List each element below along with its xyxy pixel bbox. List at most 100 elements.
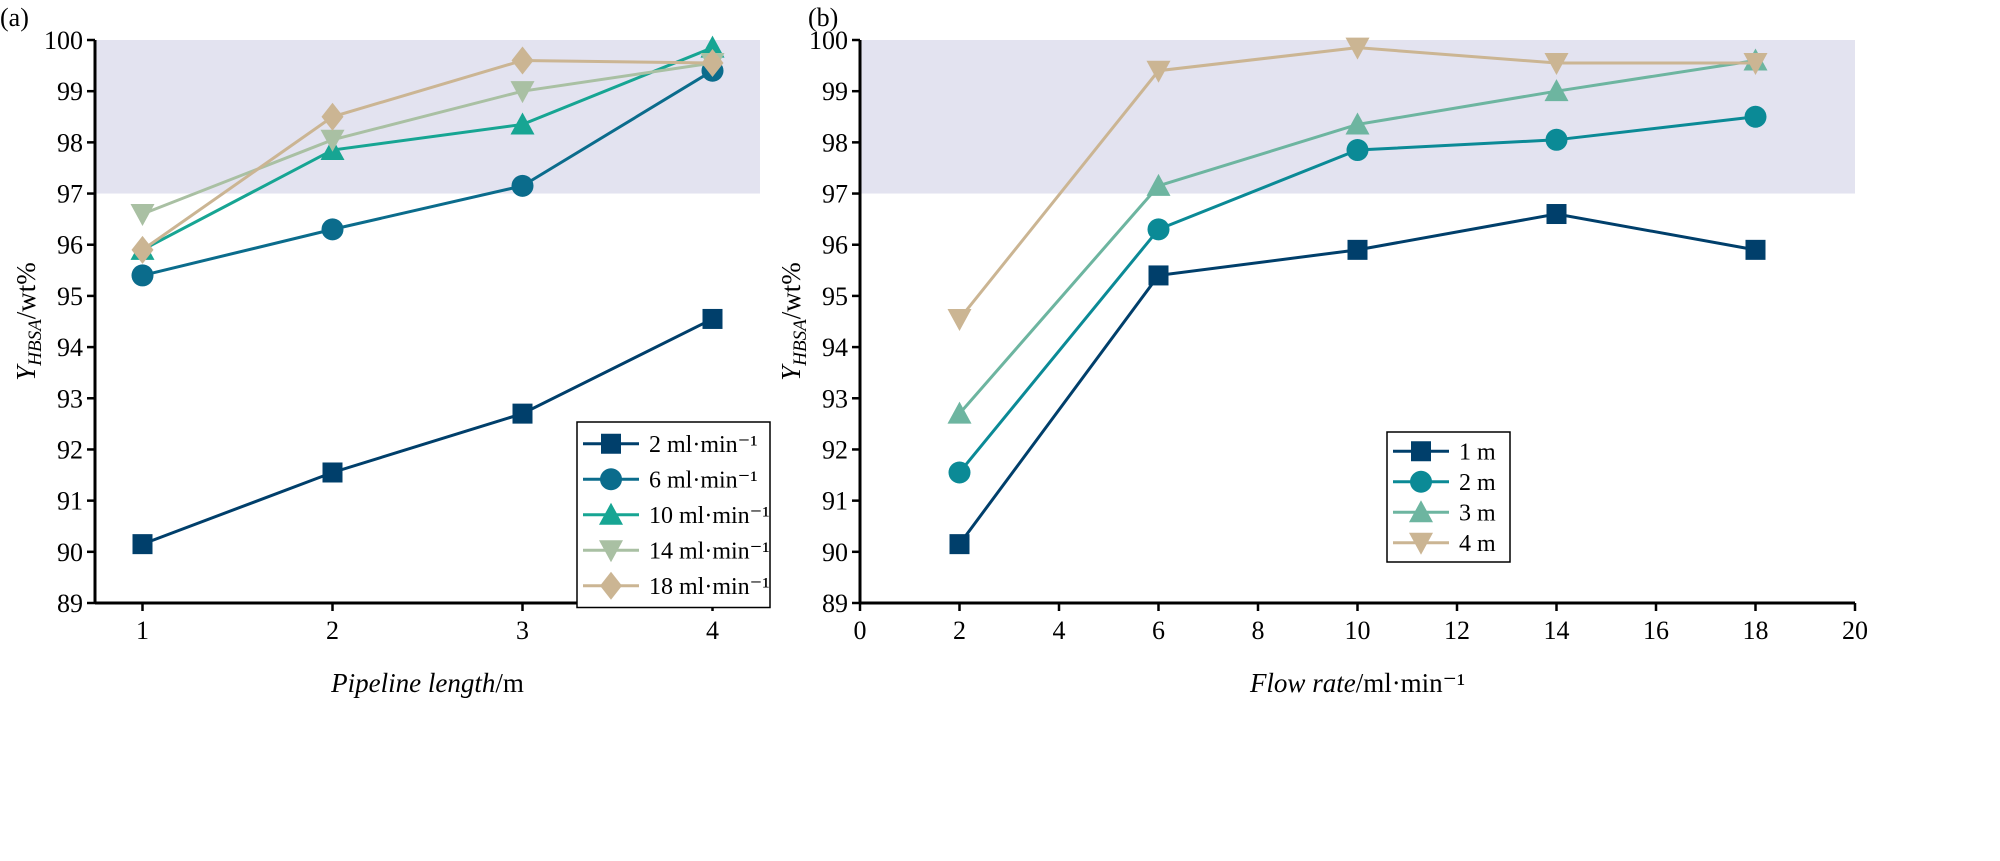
- data-point: [320, 129, 345, 152]
- y-tick-label: 98: [822, 128, 848, 157]
- x-axis-label-italic: Flow rate: [1249, 668, 1356, 698]
- data-point: [1346, 139, 1369, 162]
- legend-label: 3 m: [1459, 500, 1496, 526]
- x-tick-label: 12: [1444, 616, 1470, 645]
- series-line: [141, 58, 713, 252]
- y-tick-label: 89: [822, 589, 848, 618]
- panel-label: (b): [808, 3, 838, 32]
- y-tick-label: 90: [822, 538, 848, 567]
- data-point: [131, 264, 154, 287]
- data-point: [1544, 53, 1569, 76]
- legend-label: 2 m: [1459, 470, 1496, 496]
- y-axis-label-symbol: Y: [776, 363, 806, 381]
- y-tick-label: 89: [57, 589, 83, 618]
- legend-item: 10 ml·min⁻¹: [583, 502, 770, 529]
- x-tick-label: 16: [1643, 616, 1669, 645]
- y-tick-label: 92: [822, 435, 848, 464]
- y-axis-label-unit: /wt%: [776, 262, 806, 319]
- data-point: [1345, 112, 1370, 135]
- legend-item: 6 ml·min⁻¹: [583, 467, 758, 493]
- legend: 2 ml·min⁻¹ 6 ml·min⁻¹ 10 ml·min⁻¹ 14 ml·min…: [576, 421, 771, 609]
- x-axis-label-unit: /ml·min⁻¹: [1356, 668, 1465, 698]
- data-point: [1545, 128, 1568, 151]
- legend-marker: [599, 502, 623, 525]
- data-point: [1148, 265, 1169, 286]
- x-tick-label: 14: [1544, 616, 1570, 645]
- legend-marker: [600, 468, 622, 491]
- panel-label: (a): [0, 3, 29, 32]
- legend-label: 2 ml·min⁻¹: [649, 432, 758, 458]
- x-tick-label: 2: [326, 616, 339, 645]
- x-tick-label: 0: [854, 616, 867, 645]
- series-0: [132, 308, 723, 555]
- data-point: [512, 403, 533, 424]
- legend-label: 10 ml·min⁻¹: [649, 503, 770, 529]
- data-point: [701, 49, 724, 78]
- chart-b: (b) 89 90 91 92 93 94 95 96 97 98 99 100 0 2 4 6 8 10 12 14 1…: [776, 3, 1868, 698]
- y-tick-label: 99: [822, 77, 848, 106]
- data-point: [1744, 105, 1767, 128]
- data-point: [1745, 239, 1766, 260]
- y-axis-label: YHBSA/wt%: [776, 262, 811, 380]
- data-point: [510, 81, 535, 104]
- x-tick-label: 2: [953, 616, 966, 645]
- y-tick-label: 96: [822, 231, 848, 260]
- series-line: [141, 61, 713, 216]
- data-point: [948, 461, 971, 484]
- legend-marker: [1409, 500, 1433, 523]
- legend-item: 18 ml·min⁻¹: [583, 571, 770, 600]
- series-1: [948, 105, 1767, 484]
- legend-item: 4 m: [1393, 531, 1496, 557]
- y-tick-label: 91: [57, 487, 83, 516]
- legend-marker: [600, 571, 622, 600]
- x-tick-label: 1: [136, 616, 149, 645]
- data-point: [511, 46, 534, 75]
- x-tick-label: 10: [1345, 616, 1371, 645]
- legend-label: 18 ml·min⁻¹: [649, 574, 770, 600]
- chart-a: (a) 89 90 91 92 93 94 95 96 97 98 99 100 1 2 3 4 Pipeline…: [0, 3, 771, 698]
- x-tick-label: 20: [1842, 616, 1868, 645]
- y-tick-label: 93: [57, 384, 83, 413]
- data-point: [1544, 79, 1569, 102]
- x-tick-label: 3: [516, 616, 529, 645]
- legend-item: 2 ml·min⁻¹: [583, 432, 758, 458]
- legend-item: 2 m: [1393, 470, 1496, 496]
- y-axis-label: YHBSA/wt%: [11, 262, 46, 380]
- data-point: [510, 112, 535, 135]
- legend-marker: [1411, 441, 1431, 462]
- data-point: [949, 534, 970, 555]
- legend-marker: [1409, 532, 1433, 555]
- data-point: [321, 102, 344, 131]
- data-point: [132, 534, 153, 555]
- y-axis-label-unit: /wt%: [11, 262, 41, 319]
- x-axis-label: Pipeline length/m: [330, 668, 524, 698]
- y-tick-label: 90: [57, 538, 83, 567]
- series-line: [142, 69, 714, 277]
- data-point: [1546, 204, 1567, 225]
- data-point: [1347, 239, 1368, 260]
- x-axis-label-italic: Pipeline length: [330, 668, 495, 698]
- series-line: [141, 317, 714, 546]
- series-4: [131, 46, 724, 264]
- data-point: [322, 462, 343, 483]
- data-point: [321, 218, 344, 241]
- y-tick-label: 99: [57, 77, 83, 106]
- x-tick-label: 4: [1053, 616, 1066, 645]
- y-tick-label: 94: [822, 333, 848, 362]
- x-tick-label: 18: [1743, 616, 1769, 645]
- data-point: [1146, 60, 1171, 83]
- series-3: [947, 37, 1768, 331]
- x-tick-label: 4: [706, 616, 719, 645]
- y-axis-label-subscript: HBSA: [790, 319, 811, 367]
- legend-box: [1386, 431, 1511, 563]
- data-point: [1345, 37, 1370, 60]
- y-tick-label: 96: [57, 231, 83, 260]
- x-axis-label-unit: /m: [495, 668, 524, 698]
- legend-label: 14 ml·min⁻¹: [649, 538, 770, 564]
- legend-item: 14 ml·min⁻¹: [583, 538, 770, 564]
- y-tick-label: 98: [57, 128, 83, 157]
- legend-marker: [601, 433, 621, 454]
- data-point: [702, 308, 723, 329]
- y-tick-label: 100: [809, 26, 848, 55]
